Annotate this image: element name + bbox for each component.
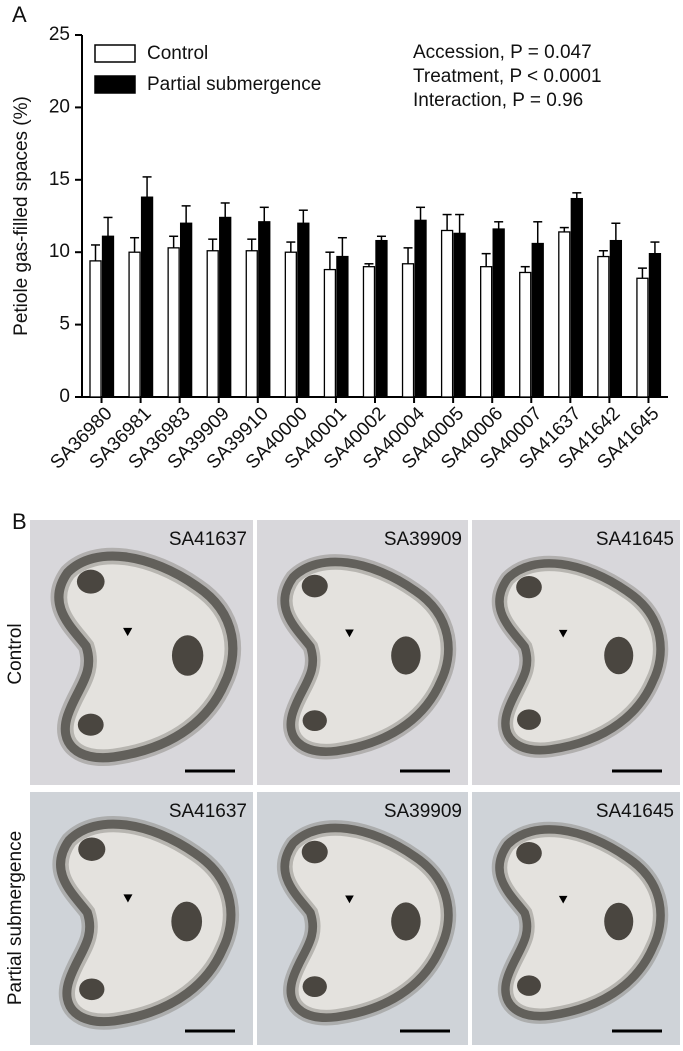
bar xyxy=(519,271,532,398)
bar xyxy=(167,247,180,398)
image-label: SA39909 xyxy=(384,529,462,550)
bar xyxy=(558,231,571,398)
y-tick-label: 0 xyxy=(59,386,70,407)
bar xyxy=(219,216,232,398)
bar xyxy=(101,235,115,398)
bar xyxy=(609,239,623,398)
plot: 0510152025SA36980SA36981SA36983SA39909SA… xyxy=(46,24,668,473)
bar xyxy=(375,239,388,398)
image-label: SA39909 xyxy=(384,801,462,822)
annotation: Interaction, P = 0.96 xyxy=(413,90,583,111)
annotation: Accession, P = 0.047 xyxy=(413,42,592,63)
y-tick-label: 5 xyxy=(59,314,70,335)
micrographs: SA41637 SA39909 SA41645 SA41637 SA39909 SA416… xyxy=(30,520,680,1045)
bar xyxy=(128,251,141,398)
legend-swatch xyxy=(94,75,136,94)
bar xyxy=(492,228,505,398)
bar xyxy=(258,221,271,398)
bar xyxy=(140,196,154,398)
bar xyxy=(480,266,493,398)
bar xyxy=(336,255,349,398)
legend-swatch xyxy=(94,44,136,63)
bar xyxy=(245,250,258,398)
panel-label: A xyxy=(12,2,27,27)
bar xyxy=(323,268,337,398)
bar xyxy=(636,277,649,398)
y-tick-label: 10 xyxy=(49,241,70,262)
y-axis-label: Petiole gas-filled spaces (%) xyxy=(11,96,32,336)
bar xyxy=(89,260,102,398)
bar xyxy=(297,222,310,398)
row-label: Control xyxy=(5,623,26,684)
bar xyxy=(453,232,466,398)
y-tick-label: 20 xyxy=(49,96,70,117)
bar xyxy=(414,219,427,398)
image-label: SA41645 xyxy=(596,801,674,822)
image-label: SA41637 xyxy=(169,801,247,822)
y-tick-label: 25 xyxy=(49,24,70,45)
bar xyxy=(570,197,583,398)
bar xyxy=(531,242,544,398)
bar xyxy=(401,263,415,398)
bar xyxy=(284,251,297,398)
bar xyxy=(440,229,454,398)
bar xyxy=(597,255,610,398)
bar xyxy=(179,222,193,398)
legend-label: Partial submergence xyxy=(147,74,321,95)
bar xyxy=(362,266,376,398)
annotation: Treatment, P < 0.0001 xyxy=(413,66,602,87)
y-tick-label: 15 xyxy=(49,169,70,190)
legend-label: Control xyxy=(147,43,208,64)
panel-label: B xyxy=(12,509,27,534)
image-label: SA41637 xyxy=(169,529,247,550)
row-label: Partial submergence xyxy=(5,831,26,1005)
bar xyxy=(206,250,219,398)
bar xyxy=(648,252,662,398)
image-label: SA41645 xyxy=(596,529,674,550)
